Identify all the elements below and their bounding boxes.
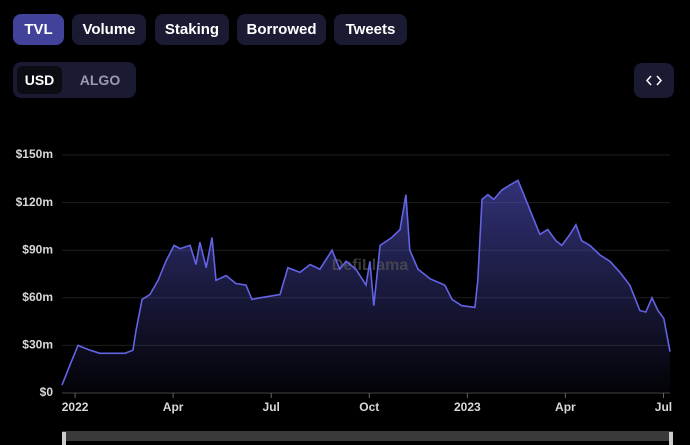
currency-option[interactable]: ALGO — [79, 72, 121, 88]
y-tick-label: $150m — [16, 147, 53, 161]
y-tick-label: $90m — [22, 242, 53, 256]
x-tick-label: Jul — [263, 400, 280, 414]
currency-toggle: USD ALGO — [13, 62, 136, 98]
tab[interactable]: Tweets — [334, 14, 407, 45]
line — [61, 179, 671, 386]
range-slider[interactable] — [62, 431, 673, 441]
x-tick-label: Oct — [359, 400, 379, 414]
tab[interactable]: Volume — [72, 14, 146, 45]
x-tick-label: Apr — [163, 400, 184, 414]
y-tick-label: $120m — [16, 195, 53, 209]
y-tick-label: $30m — [22, 338, 53, 352]
x-tick-label: 2022 — [62, 400, 89, 414]
area — [62, 180, 670, 393]
currency-option[interactable]: USD — [17, 66, 62, 94]
tab[interactable]: Borrowed — [237, 14, 326, 45]
y-tick-label: $0 — [40, 385, 54, 399]
x-tick-label: 2023 — [454, 400, 481, 414]
slider-handle[interactable] — [669, 432, 673, 445]
embed-icon — [645, 75, 663, 86]
embed-button[interactable] — [634, 63, 674, 98]
x-tick-label: Apr — [555, 400, 576, 414]
x-tick-label: Jul — [655, 400, 672, 414]
slider-handle[interactable] — [62, 432, 66, 445]
y-tick-label: $60m — [22, 290, 53, 304]
tab[interactable]: Staking — [155, 14, 229, 45]
tab[interactable]: TVL — [13, 14, 64, 45]
